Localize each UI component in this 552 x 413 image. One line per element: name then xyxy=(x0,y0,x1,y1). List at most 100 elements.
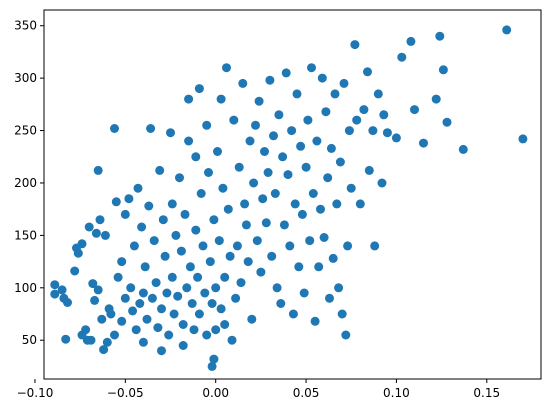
x-tick-label: 0.05 xyxy=(293,386,320,400)
data-point xyxy=(236,278,246,288)
data-point xyxy=(502,25,512,35)
data-point xyxy=(189,325,199,335)
x-tick-label: −0.05 xyxy=(107,386,144,400)
data-point xyxy=(373,89,383,99)
data-point xyxy=(296,141,306,151)
data-point xyxy=(209,215,219,225)
data-point xyxy=(382,128,392,138)
data-point xyxy=(260,147,269,156)
data-point xyxy=(229,115,239,125)
data-point xyxy=(126,283,136,293)
data-point xyxy=(252,236,262,246)
data-point xyxy=(243,257,253,267)
data-point xyxy=(202,120,212,130)
data-point xyxy=(167,199,177,209)
data-point xyxy=(330,89,340,99)
data-point xyxy=(196,189,206,198)
data-point xyxy=(84,222,94,232)
data-point xyxy=(211,283,221,293)
data-point xyxy=(81,325,91,335)
data-point xyxy=(207,361,217,371)
data-point xyxy=(77,239,87,249)
data-point xyxy=(391,133,401,143)
data-point xyxy=(301,162,311,172)
data-point xyxy=(178,341,188,350)
data-point xyxy=(261,218,271,228)
data-point xyxy=(162,288,172,298)
data-point xyxy=(213,147,222,156)
data-point xyxy=(138,288,148,298)
data-point xyxy=(256,267,266,277)
data-point xyxy=(88,279,98,289)
data-point xyxy=(410,105,419,115)
data-point xyxy=(111,197,121,207)
data-point xyxy=(334,283,344,293)
data-point xyxy=(290,199,300,209)
data-point xyxy=(142,314,152,324)
data-point xyxy=(86,335,96,345)
data-point xyxy=(184,94,194,104)
data-point xyxy=(95,215,105,225)
data-point xyxy=(99,345,109,355)
data-point xyxy=(106,309,116,319)
data-point xyxy=(184,136,194,146)
data-point xyxy=(93,165,103,175)
data-point xyxy=(209,354,219,364)
data-point xyxy=(166,128,175,138)
data-point xyxy=(205,257,215,267)
data-point xyxy=(146,124,156,133)
data-point xyxy=(363,67,372,77)
data-point xyxy=(279,220,289,230)
x-tick-label: 0.15 xyxy=(473,386,500,400)
data-point xyxy=(350,40,360,50)
y-tick-label: 300 xyxy=(14,71,37,85)
data-point xyxy=(343,241,353,251)
data-point xyxy=(124,194,134,204)
data-point xyxy=(138,337,148,347)
data-point xyxy=(50,280,60,290)
data-point xyxy=(90,295,100,305)
data-point xyxy=(312,136,322,146)
data-point xyxy=(63,298,72,307)
data-point xyxy=(91,228,101,238)
data-point xyxy=(458,144,468,154)
data-point xyxy=(169,309,179,319)
data-point xyxy=(193,272,203,282)
data-point xyxy=(97,314,107,324)
data-point xyxy=(214,236,224,246)
y-tick-label: 50 xyxy=(22,333,37,347)
data-point xyxy=(70,266,80,276)
data-point xyxy=(297,209,307,219)
data-point xyxy=(442,117,452,127)
data-point xyxy=(316,204,325,214)
data-point xyxy=(220,320,230,329)
data-point xyxy=(272,283,282,293)
data-point xyxy=(364,165,374,175)
data-point xyxy=(321,107,331,117)
data-point xyxy=(276,299,286,308)
data-point xyxy=(303,115,313,125)
data-point xyxy=(164,330,174,340)
data-point xyxy=(325,293,334,303)
data-point xyxy=(194,84,204,94)
data-point xyxy=(149,236,159,246)
data-point xyxy=(200,288,210,298)
data-point xyxy=(216,304,226,314)
data-point xyxy=(153,323,163,333)
data-point xyxy=(120,209,130,219)
data-point xyxy=(157,304,166,314)
data-point xyxy=(319,233,329,242)
data-point xyxy=(222,63,231,73)
data-point xyxy=(308,189,318,198)
data-point xyxy=(211,325,221,335)
data-point xyxy=(258,194,268,204)
data-point xyxy=(377,178,387,188)
data-point xyxy=(269,131,278,141)
data-point xyxy=(223,204,233,214)
data-point xyxy=(180,209,190,219)
data-point xyxy=(220,272,230,282)
data-point xyxy=(346,183,356,193)
data-point xyxy=(117,316,127,326)
data-point xyxy=(370,241,380,251)
data-point xyxy=(406,36,416,46)
